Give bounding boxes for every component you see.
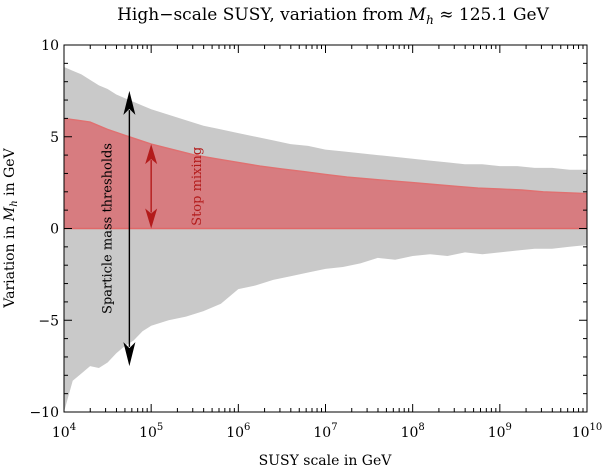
sparticle-thresholds-band (64, 67, 587, 412)
series-layer (64, 67, 587, 412)
y-axis-label-symbol: M (2, 206, 18, 222)
x-tick-label-exponent: 10 (590, 422, 602, 433)
x-tick-label: 105 (139, 422, 163, 441)
tick-layer (63, 44, 588, 413)
x-tick-label-exponent: 4 (70, 422, 76, 433)
x-tick-label-exponent: 7 (331, 422, 337, 433)
annotation-stop-mixing: Stop mixing (190, 147, 205, 226)
annotation-sparticle-thresholds: Sparticle mass thresholds (100, 143, 115, 314)
y-tick-label: 10 (41, 38, 59, 54)
y-axis-label-subscript: h (9, 200, 20, 206)
x-tick-label-base: 10 (52, 425, 70, 441)
stop-mixing-band (64, 118, 587, 229)
x-tick-label-base: 10 (313, 425, 331, 441)
chart-title-suffix: ≈ 125.1 GeV (434, 5, 550, 25)
stop-mixing-double-arrow (145, 144, 158, 229)
x-tick-label-exponent: 9 (506, 422, 512, 433)
x-tick-label: 104 (52, 422, 76, 441)
x-tick-label: 109 (488, 422, 512, 441)
y-axis-label-prefix: Variation in (2, 221, 18, 309)
x-tick-label: 107 (313, 422, 337, 441)
y-tick-label: −10 (29, 405, 59, 421)
thresholds-double-arrow-head-up (123, 90, 136, 115)
chart-title-symbol: M (408, 5, 427, 25)
annotation-layer: Sparticle mass thresholds Stop mixing (100, 90, 205, 367)
y-axis-label-suffix: in GeV (2, 147, 18, 200)
y-tick-label: 0 (50, 222, 59, 238)
x-tick-label-exponent: 8 (418, 422, 424, 433)
x-tick-label-exponent: 6 (244, 422, 250, 433)
x-tick-label-base: 10 (139, 425, 157, 441)
x-tick-label-base: 10 (226, 425, 244, 441)
x-tick-label-base: 10 (401, 425, 419, 441)
y-tick-label: 5 (50, 130, 59, 146)
stop-mixing-double-arrow-head-up (145, 144, 158, 165)
x-tick-label-base: 10 (572, 425, 590, 441)
x-tick-label-exponent: 5 (157, 422, 163, 433)
x-tick-label-base: 10 (488, 425, 506, 441)
y-axis-label: Variation in Mh in GeV (2, 147, 20, 308)
thresholds-double-arrow (123, 90, 136, 367)
x-axis-label: SUSY scale in GeV (259, 453, 393, 469)
chart-title: High−scale SUSY, variation from Mh ≈ 125… (117, 5, 549, 27)
stop-mixing-double-arrow-head-down (145, 208, 158, 229)
y-tick-label: −5 (38, 313, 59, 329)
x-tick-label: 1010 (572, 422, 602, 441)
chart-title-prefix: High−scale SUSY, variation from (117, 5, 409, 25)
x-tick-label: 106 (226, 422, 250, 441)
x-tick-label: 108 (401, 422, 425, 441)
thresholds-double-arrow-head-down (123, 342, 136, 367)
stop-mixing-upper-edge (64, 117, 587, 195)
chart-title-subscript: h (426, 13, 434, 27)
